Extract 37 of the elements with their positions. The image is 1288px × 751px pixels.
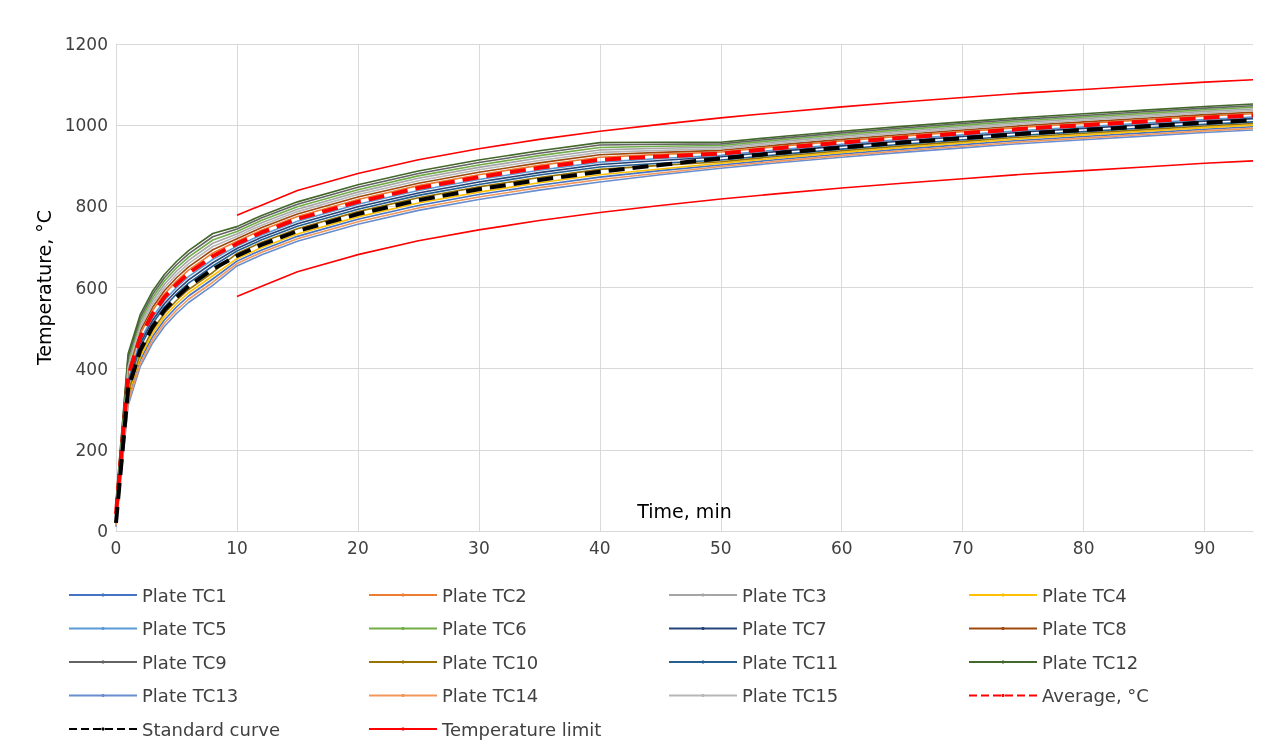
legend-label: Plate TC7	[742, 618, 827, 639]
x-tick-label: 80	[1072, 537, 1095, 558]
y-tick-label: 1200	[64, 34, 108, 54]
legend-label: Plate TC3	[742, 584, 827, 606]
x-tick-label: 40	[589, 537, 611, 558]
legend-label: Plate TC10	[442, 651, 539, 673]
legend-label: Plate TC11	[742, 651, 839, 673]
legend-label: Plate TC1	[142, 584, 227, 606]
x-tick-label: 70	[951, 537, 974, 558]
legend-label: Average, °C	[1042, 685, 1149, 706]
y-tick-label: 0	[97, 521, 108, 541]
legend-label: Plate TC15	[742, 685, 839, 706]
y-tick-label: 600	[75, 277, 108, 298]
y-axis-title: Temperature, °C	[33, 209, 56, 367]
y-tick-label: 400	[75, 358, 108, 379]
legend-label: Plate TC4	[1042, 584, 1127, 606]
legend-label: Standard curve	[142, 718, 281, 740]
legend-label: Temperature limit	[441, 718, 602, 740]
x-tick-label: 50	[709, 537, 732, 558]
legend-label: Plate TC2	[442, 584, 527, 606]
legend-label: Plate TC14	[442, 685, 539, 706]
legend-label: Plate TC13	[142, 685, 239, 706]
y-tick-label: 1000	[64, 115, 108, 136]
y-tick-label: 800	[75, 196, 108, 217]
legend-label: Plate TC6	[442, 618, 527, 639]
x-tick-label: 10	[226, 537, 248, 558]
x-axis-title: Time, min	[636, 499, 732, 522]
x-tick-label: 90	[1193, 537, 1216, 558]
x-tick-label: 0	[110, 537, 122, 558]
legend-label: Plate TC8	[1042, 618, 1127, 639]
x-tick-label: 20	[347, 537, 369, 558]
legend-label: Plate TC9	[142, 651, 227, 673]
legend-label: Plate TC5	[142, 618, 227, 639]
legend-label: Plate TC12	[1042, 651, 1139, 673]
x-tick-label: 30	[468, 537, 490, 558]
y-tick-label: 200	[75, 439, 108, 460]
x-tick-label: 60	[830, 537, 853, 558]
